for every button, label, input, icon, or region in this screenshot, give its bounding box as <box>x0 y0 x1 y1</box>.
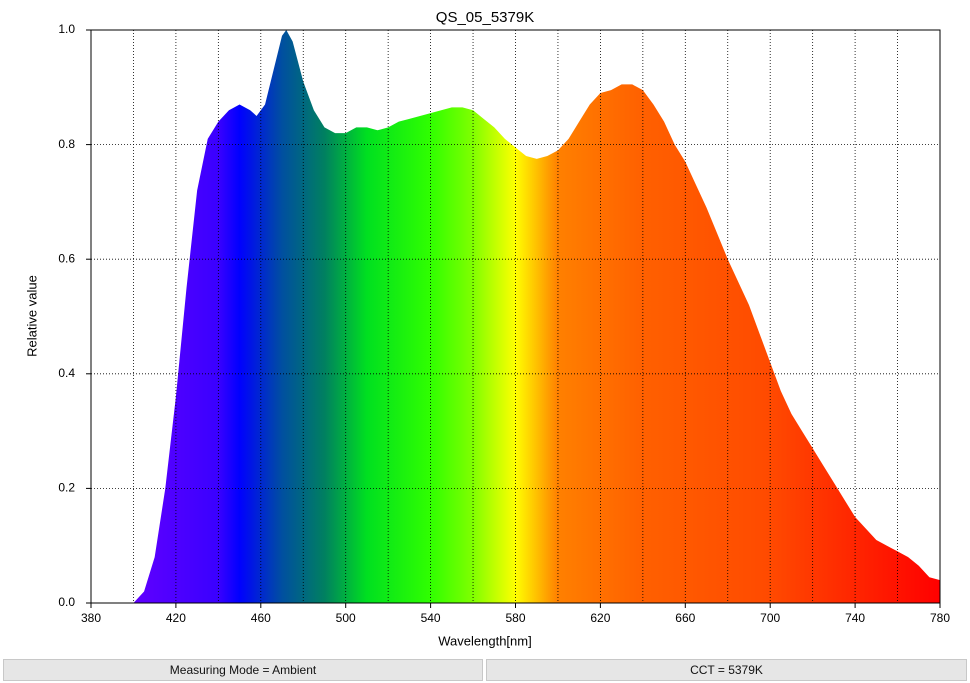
x-tick-label: 540 <box>421 611 441 625</box>
x-tick-label: 580 <box>505 611 525 625</box>
y-axis-label: Relative value <box>24 275 39 357</box>
chart: QS_05_5379K Wavelength[nm] Relative valu… <box>24 9 950 648</box>
chart-title: QS_05_5379K <box>436 9 534 26</box>
y-tick-label: 0.2 <box>58 481 75 495</box>
y-tick-label: 0.6 <box>58 251 75 265</box>
y-tick-label: 0.0 <box>58 595 75 609</box>
x-tick-label: 500 <box>336 611 356 625</box>
status-field: Measuring Mode = Ambient <box>3 659 483 681</box>
x-tick-label: 620 <box>590 611 610 625</box>
spectrum-area <box>133 30 940 603</box>
y-tick-label: 0.8 <box>58 137 75 151</box>
x-tick-label: 700 <box>760 611 780 625</box>
x-tick-label: 660 <box>675 611 695 625</box>
x-tick-label: 740 <box>845 611 865 625</box>
y-tick-label: 0.4 <box>58 366 75 380</box>
x-tick-label: 420 <box>166 611 186 625</box>
x-axis-label: Wavelength[nm] <box>438 633 531 648</box>
y-tick-label: 1.0 <box>58 22 75 36</box>
x-tick-label: 460 <box>251 611 271 625</box>
x-tick-label: 780 <box>930 611 950 625</box>
status-field: CCT = 5379K <box>486 659 967 681</box>
x-tick-label: 380 <box>81 611 101 625</box>
